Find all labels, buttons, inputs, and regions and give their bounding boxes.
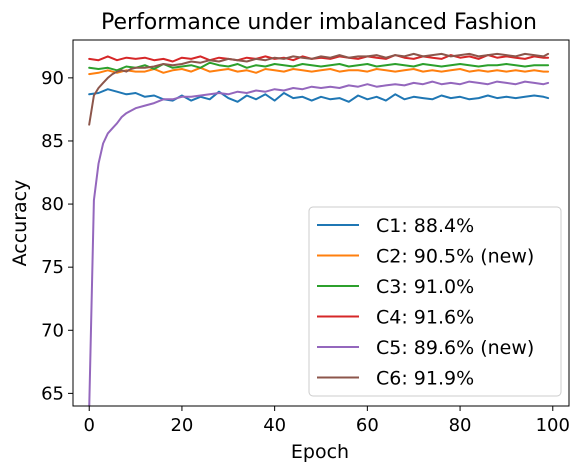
series-line-c4 [88, 54, 550, 63]
x-tick-label: 20 [170, 415, 193, 436]
legend-label-c6: C6: 91.9% [376, 368, 474, 390]
legend-label-c2: C2: 90.5% (new) [376, 246, 534, 268]
y-tick-label: 75 [41, 257, 64, 278]
legend: C1: 88.4% C2: 90.5% (new) C3: 91.0% C4: 91.… [308, 206, 562, 397]
x-tick-label: 100 [536, 415, 570, 436]
x-tick-label: 0 [83, 415, 94, 436]
x-tick-label: 60 [356, 415, 379, 436]
x-axis-label: Epoch [291, 441, 349, 463]
chart-title: Performance under imbalanced Fashion [101, 10, 537, 35]
ticks-layer: 0 20 40 60 80 100 65 70 75 80 85 90 [41, 68, 570, 436]
y-axis-label: Accuracy [9, 180, 31, 267]
series-layer [88, 52, 550, 406]
y-tick-label: 80 [41, 194, 64, 215]
series-line-c6 [88, 52, 550, 126]
legend-label-c1: C1: 88.4% [376, 215, 474, 237]
legend-label-c5: C5: 89.6% (new) [376, 337, 534, 359]
x-tick-label: 80 [449, 415, 472, 436]
y-tick-label: 65 [41, 383, 64, 404]
series-line-c2 [88, 66, 550, 76]
series-line-c5 [88, 80, 550, 406]
y-tick-label: 90 [41, 68, 64, 89]
y-tick-label: 70 [41, 320, 64, 341]
legend-label-c3: C3: 91.0% [376, 276, 474, 298]
legend-box [308, 206, 562, 397]
x-tick-label: 40 [263, 415, 286, 436]
legend-label-c4: C4: 91.6% [376, 307, 474, 329]
plot-frame [72, 39, 570, 407]
y-tick-label: 85 [41, 131, 64, 152]
